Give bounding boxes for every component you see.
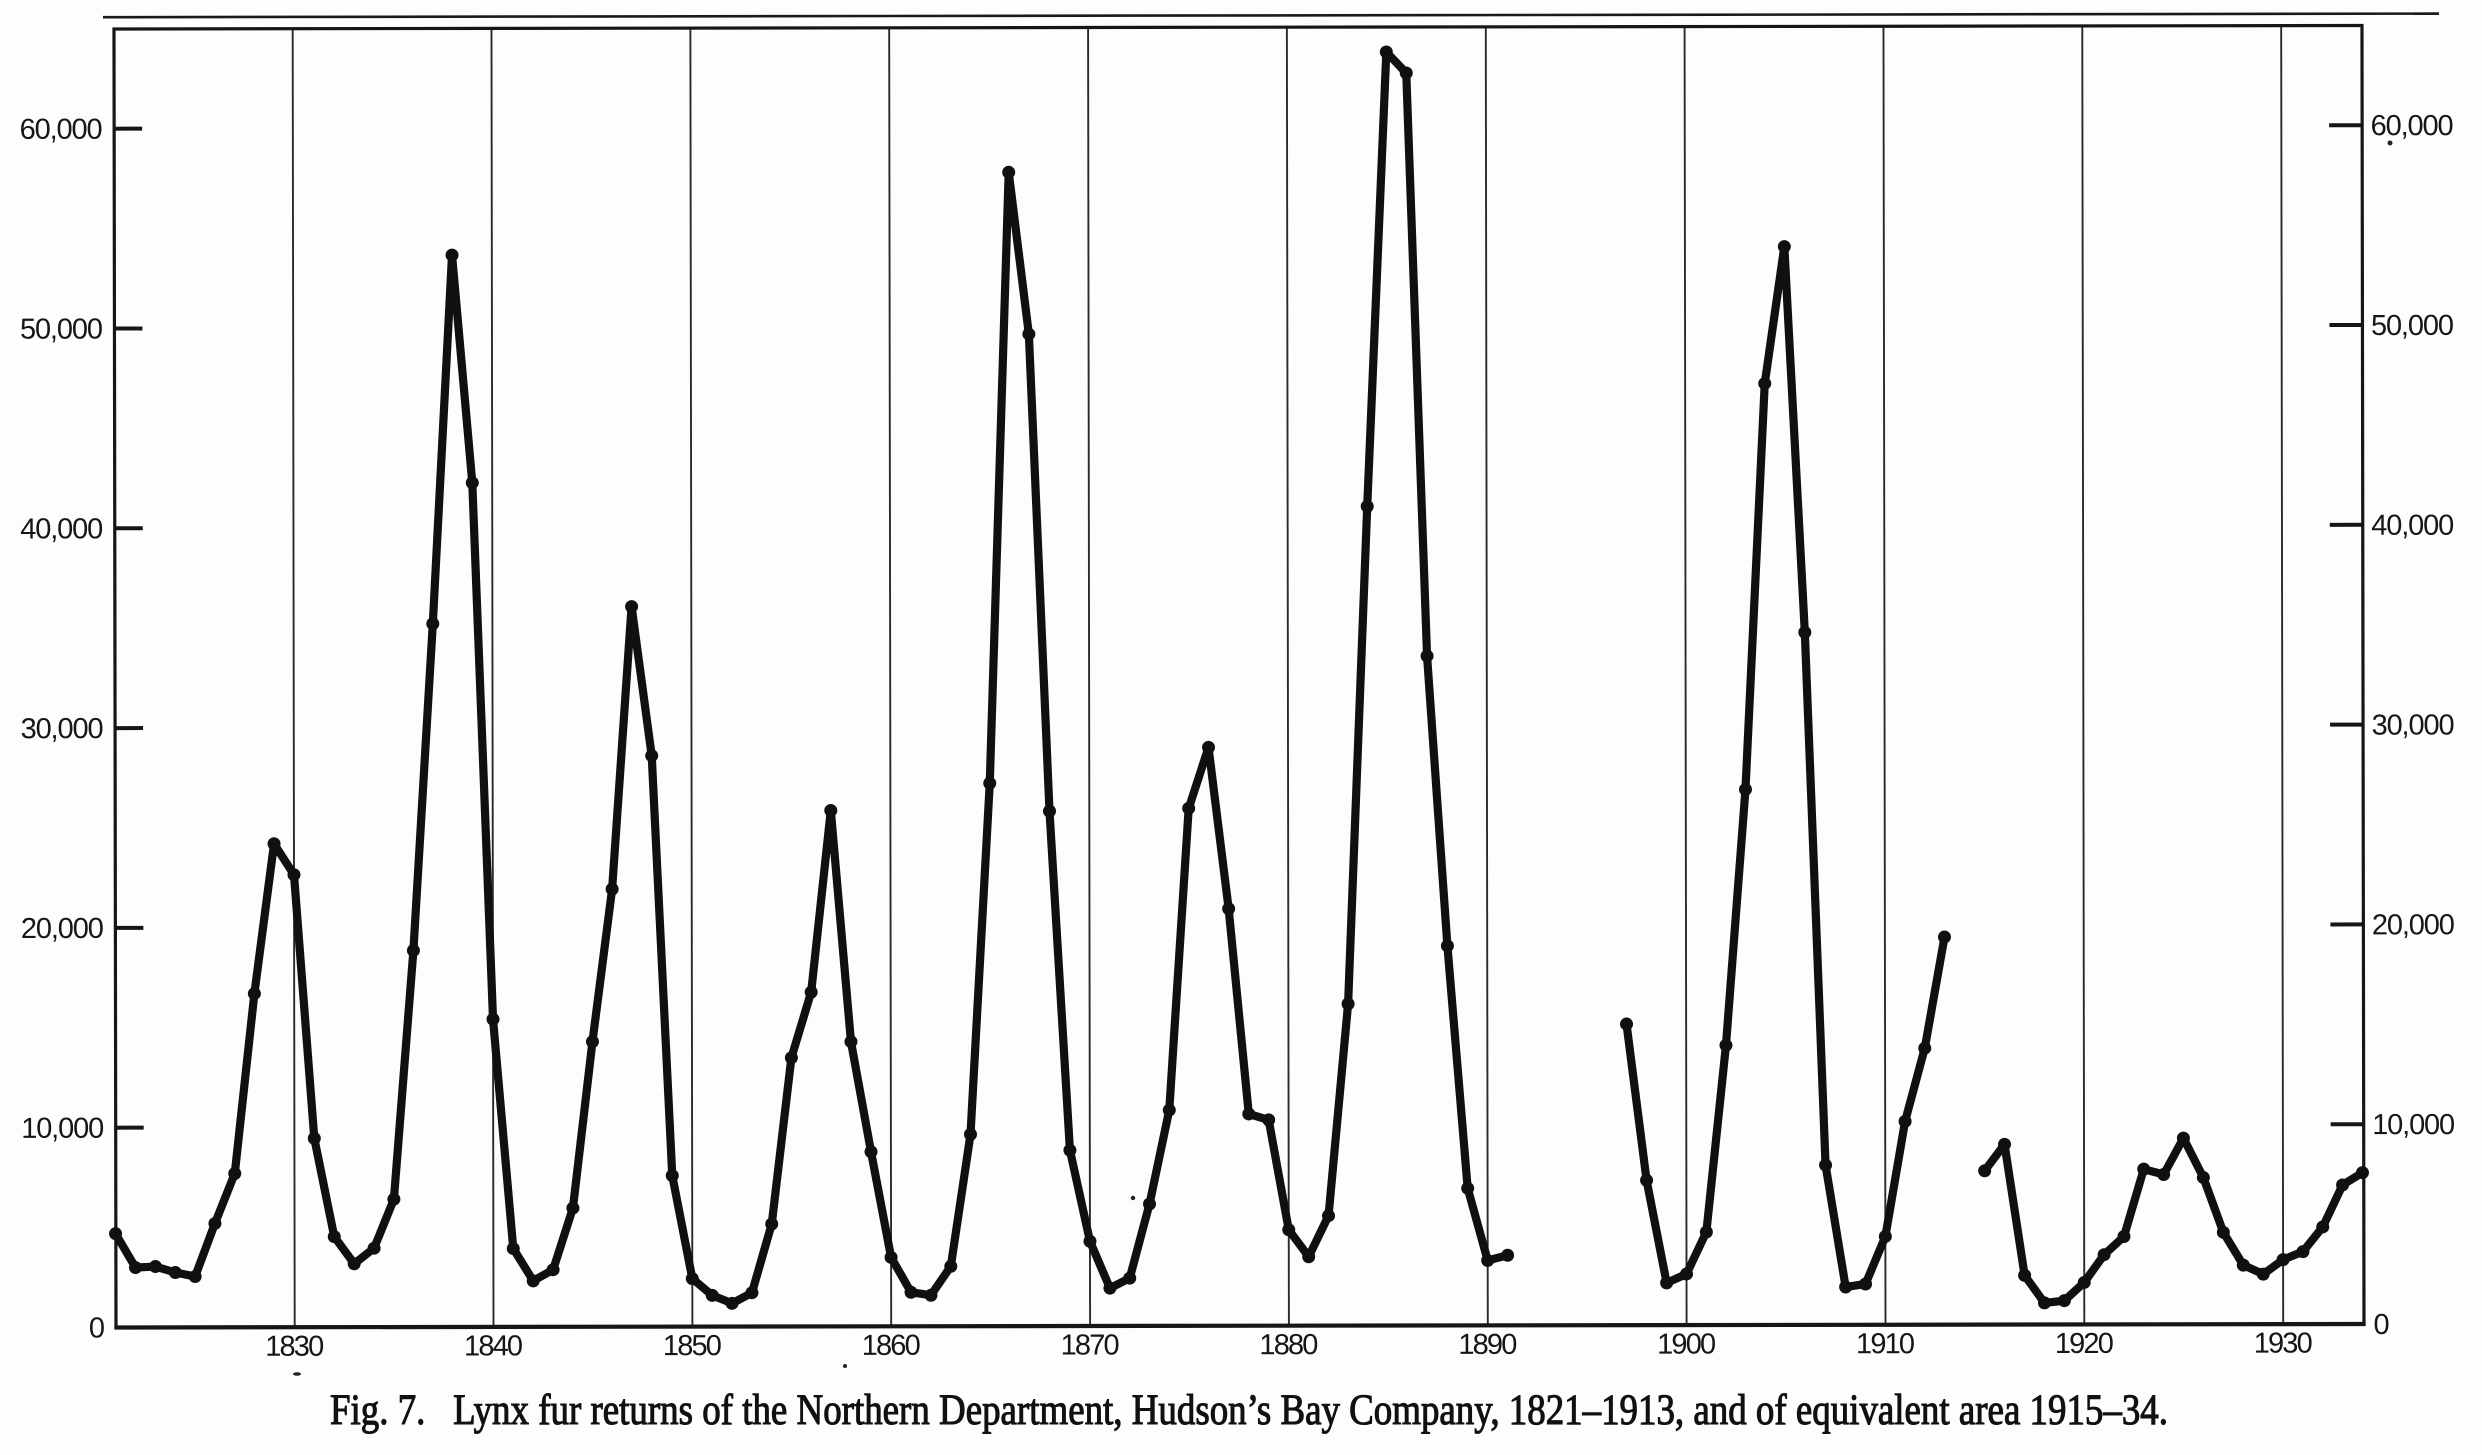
svg-text:1910: 1910: [1856, 1328, 1915, 1360]
svg-text:1850: 1850: [663, 1330, 722, 1362]
svg-text:50,000: 50,000: [2371, 310, 2454, 342]
svg-text:1930: 1930: [2254, 1328, 2313, 1360]
svg-text:10,000: 10,000: [21, 1113, 104, 1145]
svg-text:1880: 1880: [1259, 1329, 1318, 1361]
svg-text:0: 0: [89, 1313, 105, 1345]
svg-text:20,000: 20,000: [21, 913, 104, 945]
svg-text:40,000: 40,000: [20, 513, 103, 545]
svg-text:60,000: 60,000: [20, 114, 103, 146]
svg-text:1830: 1830: [265, 1331, 324, 1363]
svg-text:0: 0: [2373, 1309, 2389, 1341]
svg-text:1920: 1920: [2055, 1328, 2114, 1360]
svg-text:40,000: 40,000: [2371, 510, 2454, 542]
svg-text:30,000: 30,000: [21, 713, 104, 745]
svg-text:Fig. 7. Lynx fur returns of t: Fig. 7. Lynx fur returns of the Northern…: [330, 1387, 2168, 1434]
svg-text:1870: 1870: [1061, 1329, 1120, 1361]
svg-text:50,000: 50,000: [20, 314, 103, 346]
svg-text:1840: 1840: [464, 1330, 523, 1362]
svg-text:60,000: 60,000: [2371, 110, 2454, 142]
svg-text:20,000: 20,000: [2372, 909, 2455, 941]
svg-text:1860: 1860: [862, 1330, 921, 1362]
svg-text:10,000: 10,000: [2372, 1109, 2455, 1141]
svg-text:1890: 1890: [1458, 1329, 1517, 1361]
svg-text:1900: 1900: [1657, 1329, 1716, 1361]
svg-text:30,000: 30,000: [2372, 709, 2455, 741]
